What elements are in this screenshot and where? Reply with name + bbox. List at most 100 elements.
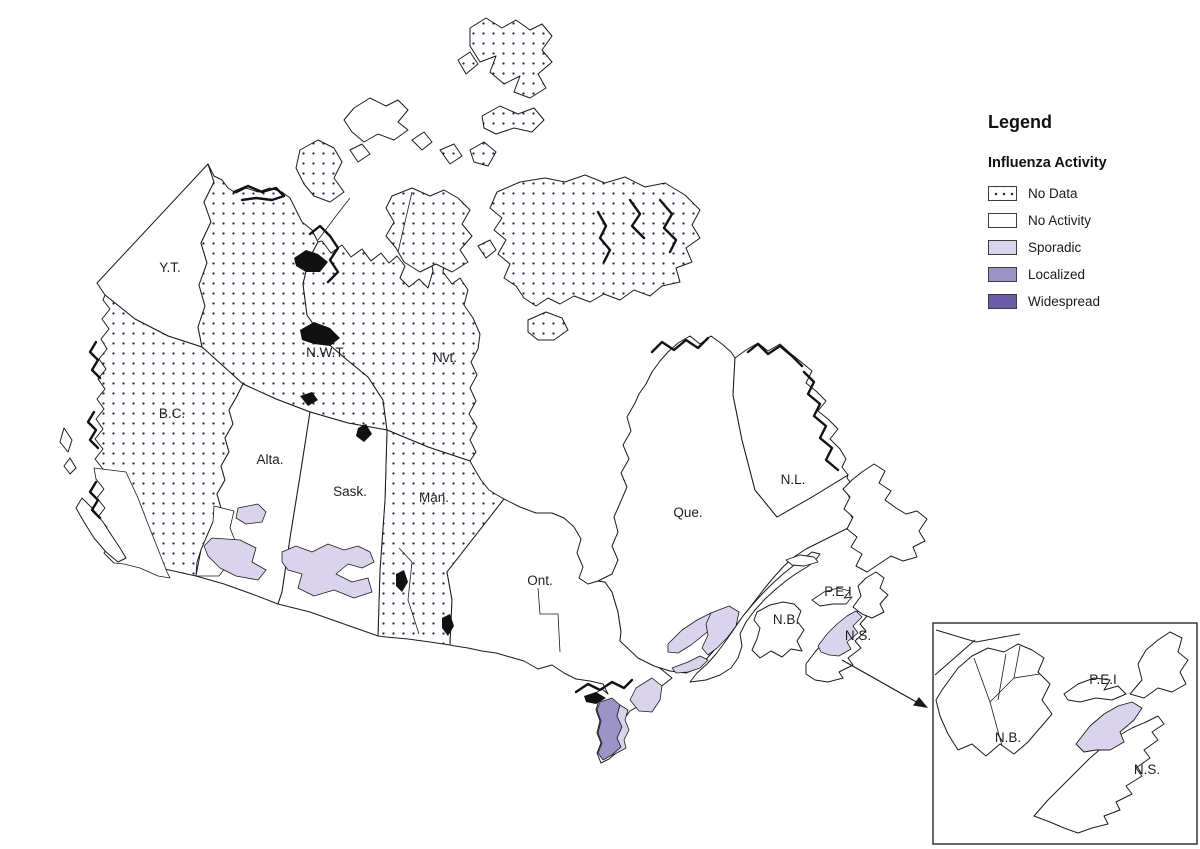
region-labrador [732, 342, 849, 518]
region-newfoundland-island [842, 463, 928, 573]
island-banks [295, 139, 345, 203]
coast-ungava [650, 336, 710, 354]
inset-region-nova-scotia [1033, 715, 1165, 834]
patch-nova-scotia-sporadic [817, 610, 863, 657]
inset-region-new-brunswick [935, 643, 1053, 757]
lake-reindeer [356, 424, 372, 442]
legend-item-no-data: No Data [988, 180, 1198, 207]
region-anticosti-island [785, 554, 819, 567]
island-vancouver [75, 497, 127, 563]
legend-item-label: No Activity [1028, 213, 1092, 228]
lake-of-the-woods [442, 614, 454, 636]
label-manitoba: Man. [419, 490, 449, 505]
border-manitoba-interior [398, 547, 420, 635]
border-ontario-interior [537, 587, 561, 653]
legend: Legend Influenza Activity No Data No Act… [988, 112, 1198, 315]
legend-item-label: Widespread [1028, 294, 1101, 309]
patch-alberta-sporadic-2 [203, 537, 267, 581]
island-baffin [489, 174, 701, 307]
inset-labels: P.E.I N.B. N.S. [995, 672, 1160, 777]
label-quebec: Que. [673, 505, 702, 520]
label-new-brunswick: N.B. [773, 612, 799, 627]
inset-arrow [841, 659, 928, 708]
island-haida-gwaii-south [63, 457, 77, 475]
inset-gaspe-coast-2 [935, 629, 1021, 643]
label-ontario: Ont. [527, 573, 553, 588]
legend-item-widespread: Widespread [988, 288, 1198, 315]
island-axel-heiberg [457, 51, 479, 75]
legend-item-label: Localized [1028, 267, 1086, 282]
label-nova-scotia: N.S. [845, 628, 871, 643]
island-somerset [469, 141, 497, 167]
region-new-brunswick [751, 601, 805, 659]
legend-item-sporadic: Sporadic [988, 234, 1198, 261]
legend-item-localized: Localized [988, 261, 1198, 288]
localized-swatch-icon [988, 267, 1017, 282]
border-victoria-island-split [397, 191, 413, 253]
region-prince-edward-island [811, 587, 853, 607]
coast-labrador-north [746, 342, 804, 368]
island-haida-gwaii-north [59, 427, 73, 453]
georgian-bay-islands [584, 692, 606, 704]
inset-label-nova-scotia: N.S. [1134, 762, 1160, 777]
patch-quebec-sporadic-montreal [701, 605, 740, 656]
label-saskatchewan: Sask. [333, 484, 367, 499]
legend-title: Legend [988, 112, 1053, 132]
label-nunavut: Nvt. [433, 350, 457, 365]
coast-labrador-east [802, 370, 840, 472]
region-nunavut-mainland [302, 232, 481, 462]
inset-label-new-brunswick: N.B. [995, 730, 1021, 745]
lake-athabasca [300, 392, 318, 406]
island-prince-patrick [411, 131, 433, 151]
inset-patch-nova-scotia-sporadic [1075, 701, 1143, 753]
province-labels: Y.T. N.W.T. Nvt. B.C. Alta. Sask. Man. O… [159, 260, 871, 643]
patch-ontario-sporadic-southwest [611, 704, 630, 756]
maritimes-inset [932, 622, 1198, 845]
patch-quebec-sporadic-monteregie [671, 655, 709, 674]
coast-baffin-fjords-3 [658, 198, 678, 254]
coast-bc-fjords-3 [88, 480, 102, 520]
island-southampton [527, 311, 569, 341]
no-data-swatch-icon [988, 186, 1017, 201]
lake-winnipeg [396, 570, 408, 592]
label-bc: B.C. [159, 406, 185, 421]
coast-mackenzie-delta [232, 184, 286, 202]
legend-subtitle: Influenza Activity [988, 155, 1107, 171]
island-king-william [477, 239, 497, 259]
inset-nb-county-line-4 [989, 677, 1015, 703]
inset-region-pei [1063, 677, 1127, 703]
region-cape-breton [852, 571, 889, 619]
legend-item-label: Sporadic [1028, 240, 1082, 255]
inset-region-cape-breton [1129, 631, 1189, 699]
widespread-swatch-icon [988, 294, 1017, 309]
lake-great-slave [300, 322, 340, 346]
label-alberta: Alta. [256, 452, 283, 467]
island-melville [343, 97, 409, 143]
coast-georgian-bay [574, 678, 634, 694]
island-victoria [385, 187, 473, 273]
patch-saskatchewan-sporadic-band [281, 543, 375, 599]
coast-bc-fjords-1 [88, 340, 102, 380]
label-nwt: N.W.T. [306, 345, 346, 360]
patch-alberta-sporadic-1 [235, 503, 267, 525]
no-activity-swatch-icon [988, 213, 1017, 228]
island-ellesmere [469, 17, 553, 99]
legend-item-label: No Data [1028, 186, 1078, 201]
coast-bc-fjords-2 [86, 410, 100, 450]
label-newfoundland-labrador: N.L. [781, 472, 806, 487]
island-prince-of-wales [439, 143, 463, 165]
lake-great-bear [294, 250, 328, 272]
inset-gaspe-coast-1 [934, 639, 976, 676]
coast-baffin-fjords-1 [596, 210, 612, 264]
island-mackenzie-king [349, 143, 371, 163]
legend-item-no-activity: No Activity [988, 207, 1198, 234]
patch-ontario-sporadic-central [629, 677, 663, 713]
border-nwt-nunavut-offshore [317, 197, 351, 241]
inset-label-pei: P.E.I [1089, 672, 1117, 687]
label-yukon: Y.T. [159, 260, 181, 275]
label-pei: P.E.I [824, 584, 852, 599]
coast-amundsen-gulf [308, 224, 340, 284]
inset-arrowhead-icon [913, 697, 928, 708]
